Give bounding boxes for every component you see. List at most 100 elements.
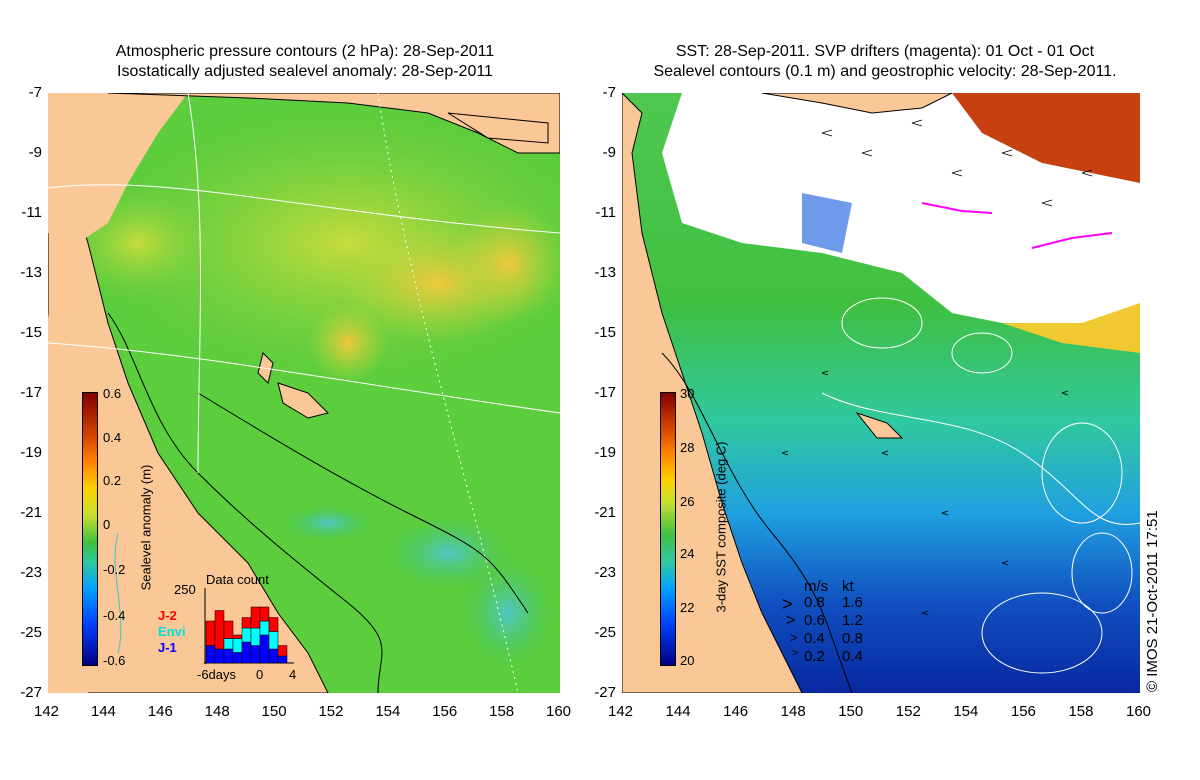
left-colorbar-label: Sealevel anomaly (m) [138, 464, 154, 591]
inset-bar-segment [232, 634, 243, 639]
inset-ymax: 250 [174, 582, 196, 597]
left-colorbar-tick: 0.4 [103, 430, 122, 445]
velocity-kt: 0.8 [842, 630, 863, 647]
data-count-inset [204, 588, 294, 664]
y-tick-label: -19 [20, 444, 42, 461]
y-tick-label: -15 [594, 324, 616, 341]
inset-bar-segment [268, 631, 279, 650]
y-tick-label: -7 [28, 84, 42, 101]
right-colorbar-tick: 26 [680, 494, 695, 509]
inset-xlabel: -6days [197, 667, 237, 682]
inset-bar-segment [259, 620, 270, 636]
inset-legend-j1: J-1 [158, 640, 177, 655]
left-title-line1: Atmospheric pressure contours (2 hPa): 2… [115, 43, 495, 60]
right-colorbar-tick: 22 [680, 600, 695, 615]
y-tick-label: -19 [594, 444, 616, 461]
inset-bar-segment [250, 606, 261, 629]
y-tick-label: -25 [20, 624, 42, 641]
inset-title: Data count [206, 572, 269, 587]
y-tick-label: -11 [595, 204, 616, 221]
right-colorbar-tick: 24 [680, 546, 695, 561]
imos-credit: © IMOS 21-Oct-2011 17:51 [1144, 510, 1161, 692]
inset-bar-segment [241, 627, 252, 643]
y-tick-label: -17 [20, 384, 42, 401]
left-map-panel [48, 93, 560, 693]
x-tick-label: 144 [665, 703, 691, 720]
right-colorbar-label: 3-day SST composite (deg C) [713, 441, 729, 613]
y-tick-label: -23 [594, 564, 616, 581]
inset-bar-segment [223, 620, 234, 639]
velocity-arrow-icon: > [786, 612, 796, 629]
right-colorbar-tick: 28 [680, 440, 695, 455]
inset-bar-segment [205, 645, 216, 664]
x-tick-label: 152 [895, 703, 921, 720]
inset-bar-segment [259, 606, 270, 622]
inset-bar-segment [241, 641, 252, 664]
y-tick-label: -13 [20, 264, 42, 281]
inset-bar-segment [277, 645, 288, 657]
y-tick-label: -15 [20, 324, 42, 341]
left-colorbar-tick: -0.6 [103, 653, 126, 668]
left-colorbar-tick: 0.2 [103, 473, 122, 488]
velocity-kt: 1.2 [842, 612, 863, 629]
x-tick-label: 150 [838, 703, 864, 720]
y-tick-label: -9 [602, 144, 616, 161]
left-title-line2: Isostatically adjusted sealevel anomaly:… [117, 63, 493, 80]
x-tick-label: 146 [723, 703, 749, 720]
inset-legend-envi: Envi [158, 624, 186, 639]
velocity-ms: 0.6 [804, 612, 825, 629]
x-tick-label: 156 [1010, 703, 1036, 720]
x-tick-label: 150 [261, 703, 287, 720]
sst-map [622, 93, 1140, 693]
right-map-panel [622, 93, 1140, 693]
velocity-arrow-icon: > [792, 648, 798, 659]
left-colorbar-tick: 0.6 [103, 386, 122, 401]
right-colorbar [660, 392, 676, 666]
inset-bar-segment [214, 648, 225, 664]
inset-legend-j2: J-2 [158, 608, 177, 623]
x-tick-label: 144 [90, 703, 116, 720]
y-tick-label: -27 [20, 684, 42, 701]
inset-bar-segment [223, 648, 234, 664]
y-tick-label: -21 [594, 504, 616, 521]
x-tick-label: 148 [204, 703, 230, 720]
velocity-ms: 0.2 [804, 648, 825, 665]
velocity-arrow-icon: > [782, 594, 793, 614]
y-tick-label: -27 [594, 684, 616, 701]
inset-bar-segment [259, 634, 270, 664]
velocity-kt: 1.6 [842, 594, 863, 611]
x-tick-label: 146 [147, 703, 173, 720]
velocity-header-ms: m/s [804, 578, 829, 595]
inset-bar-segment [232, 638, 243, 653]
y-tick-label: -23 [20, 564, 42, 581]
inset-bar-segment [250, 627, 261, 646]
inset-bar-segment [232, 652, 243, 664]
inset-bar-segment [223, 638, 234, 650]
velocity-arrow-field [781, 119, 1093, 616]
x-tick-label: 142 [34, 703, 60, 720]
y-tick-label: -13 [594, 264, 616, 281]
x-tick-label: 154 [953, 703, 979, 720]
y-tick-label: -7 [602, 84, 616, 101]
left-colorbar-tick: -0.4 [103, 608, 126, 623]
velocity-ms: 0.4 [804, 630, 825, 647]
y-tick-label: -21 [20, 504, 42, 521]
velocity-ms: 0.8 [804, 594, 825, 611]
x-tick-label: 158 [489, 703, 515, 720]
inset-bar-segment [250, 645, 261, 664]
right-title-line1: SST: 28-Sep-2011. SVP drifters (magenta)… [675, 43, 1095, 60]
inset-xlabel: 4 [289, 667, 297, 682]
y-tick-label: -9 [28, 144, 42, 161]
velocity-kt: 0.4 [842, 648, 863, 665]
right-title-line2: Sealevel contours (0.1 m) and geostrophi… [653, 63, 1117, 80]
y-tick-label: -25 [594, 624, 616, 641]
inset-bar-segment [268, 648, 279, 664]
x-tick-label: 154 [375, 703, 401, 720]
left-colorbar-tick: -0.2 [103, 562, 126, 577]
x-tick-label: 160 [1126, 703, 1152, 720]
x-tick-label: 148 [780, 703, 806, 720]
inset-bar-segment [214, 610, 225, 650]
right-colorbar-tick: 20 [680, 653, 695, 668]
right-colorbar-tick: 30 [680, 386, 695, 401]
left-colorbar-tick: 0 [103, 517, 111, 532]
